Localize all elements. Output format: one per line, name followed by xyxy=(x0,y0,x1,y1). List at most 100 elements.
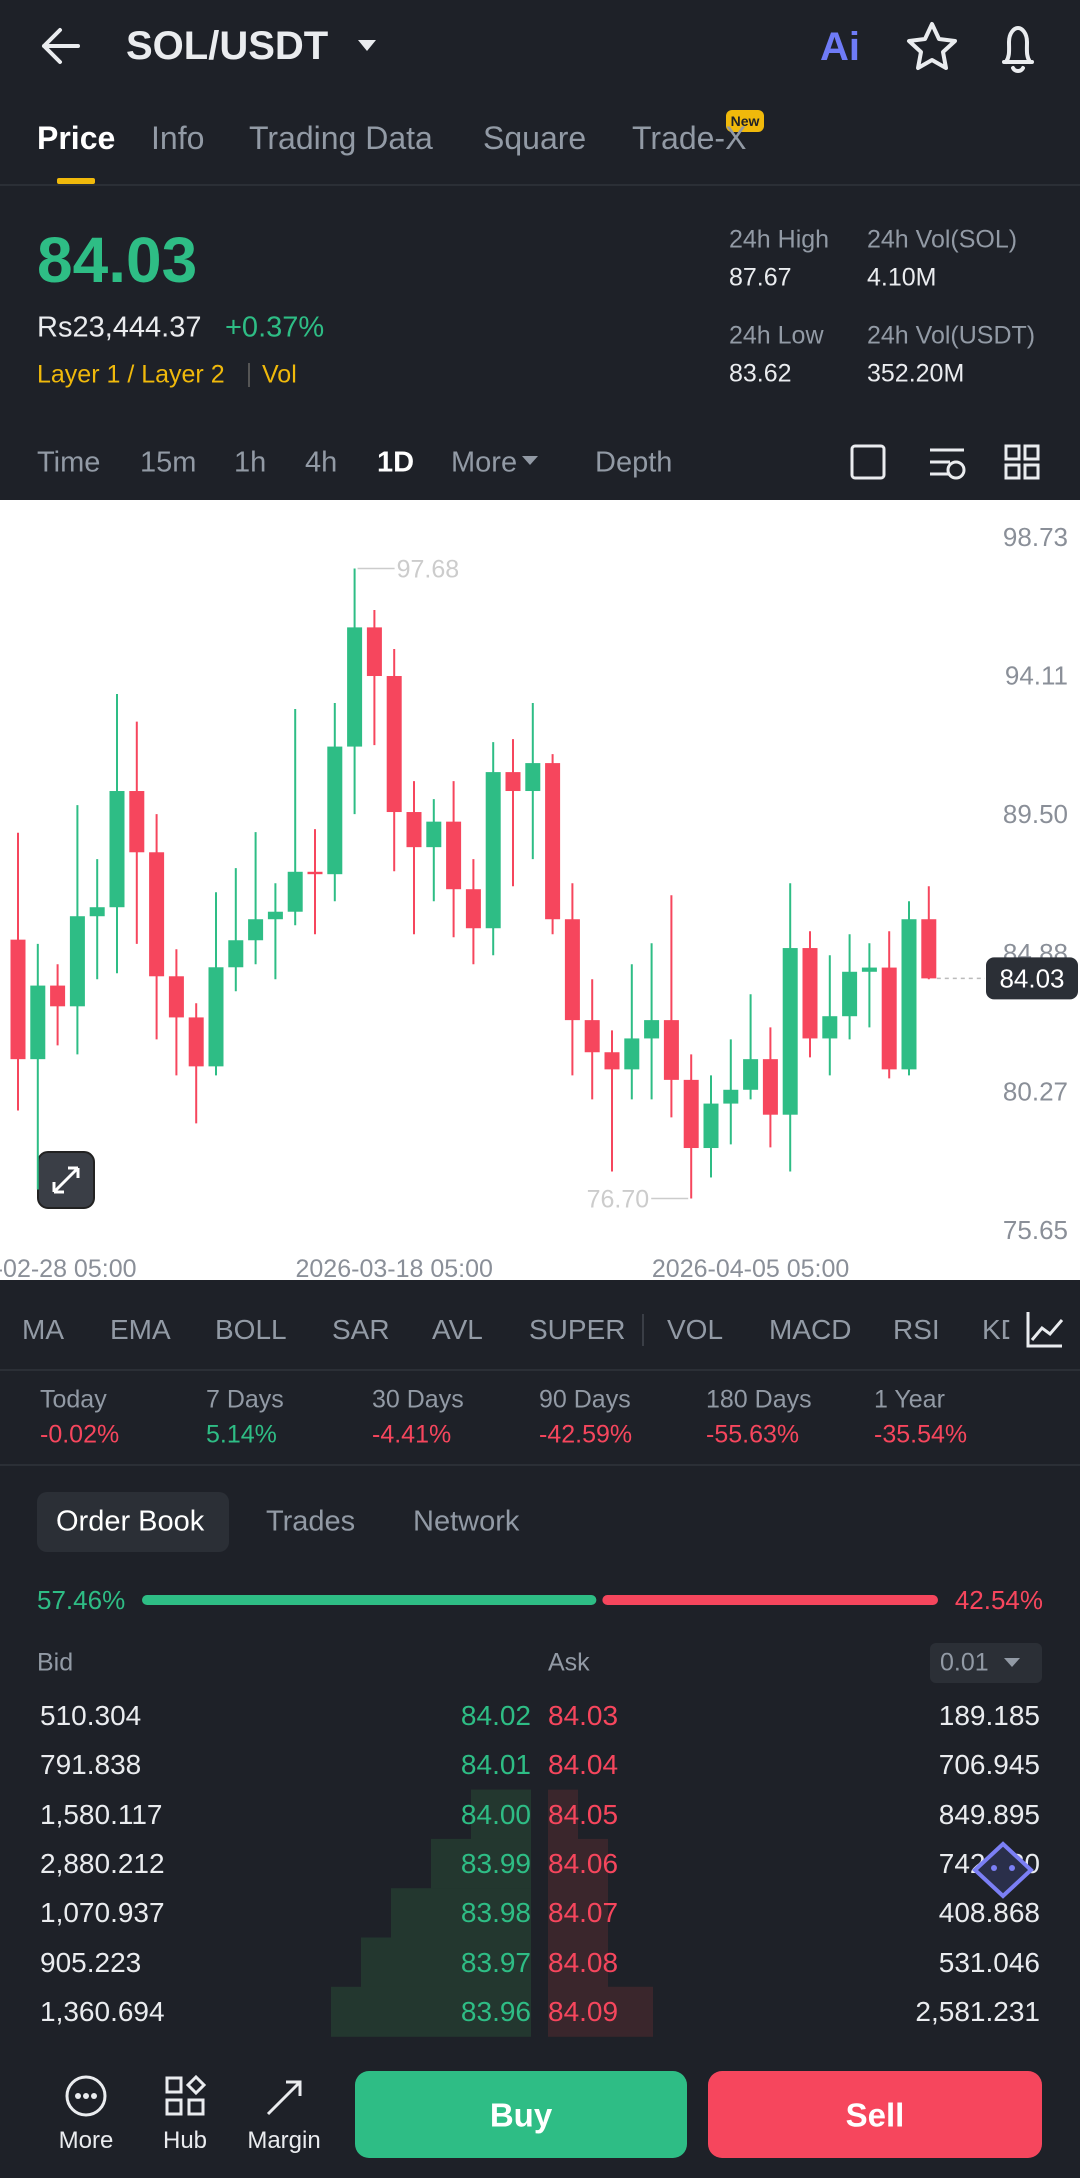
tag[interactable]: Layer 1 / Layer 2 xyxy=(37,360,225,389)
buy-button[interactable] xyxy=(355,2071,687,2158)
ask-depth xyxy=(548,1838,608,1889)
nav-icon[interactable] xyxy=(165,2076,183,2094)
indicator[interactable]: SUPER xyxy=(529,1314,626,1345)
candle-body xyxy=(50,985,66,1007)
timeframe[interactable]: 1D xyxy=(377,446,415,479)
indicator[interactable]: BOLL xyxy=(215,1314,287,1345)
nav-label[interactable]: Hub xyxy=(162,2127,208,2154)
tab[interactable]: Trading Data xyxy=(249,120,433,156)
candle-body xyxy=(624,1038,640,1070)
period-label: 7 Days xyxy=(206,1385,284,1414)
chart-icon[interactable] xyxy=(1026,1312,1064,1348)
tab[interactable]: Info xyxy=(151,120,205,156)
ai-icon[interactable]: Ai xyxy=(820,25,860,69)
indicator[interactable]: KD xyxy=(982,1314,1021,1345)
bid-depth xyxy=(471,1789,531,1840)
candle-body xyxy=(248,919,264,941)
tool-icon[interactable] xyxy=(1023,463,1040,480)
ask-price: 84.09 xyxy=(548,1995,619,2027)
indicator[interactable]: MACD xyxy=(769,1314,852,1345)
tool-icon[interactable] xyxy=(930,448,964,476)
nav-label[interactable]: More xyxy=(58,2127,114,2154)
timeframe[interactable]: Time xyxy=(37,446,101,479)
timeframe[interactable]: 1h xyxy=(234,446,267,479)
ask-qty: 849.895 xyxy=(938,1798,1040,1830)
timeframe[interactable]: More xyxy=(451,446,518,479)
timeframe[interactable]: 15m xyxy=(140,446,197,479)
sell-button[interactable] xyxy=(708,2071,1042,2158)
candle-body xyxy=(604,1052,620,1070)
bid-depth xyxy=(361,1937,531,1988)
badge: New xyxy=(730,113,760,129)
nav-icon[interactable] xyxy=(165,2098,183,2116)
timeframe[interactable]: 4h xyxy=(305,446,338,479)
period-label: 1 Year xyxy=(874,1385,945,1414)
candle-body xyxy=(426,821,442,848)
bid-price: 83.97 xyxy=(460,1946,531,1978)
period-change: -55.63% xyxy=(706,1420,800,1449)
candle-body xyxy=(30,985,46,1060)
bid-price: 83.96 xyxy=(460,1995,531,2027)
book-tab[interactable]: Network xyxy=(413,1505,520,1538)
header-icons xyxy=(42,22,1034,73)
x-tick-label: 2026-04-05 05:00 xyxy=(652,1255,849,1283)
tab[interactable]: Square xyxy=(483,120,587,156)
tool-icon[interactable] xyxy=(1004,444,1021,461)
book-tab[interactable]: Order Book xyxy=(56,1505,205,1538)
bid-price: 83.99 xyxy=(460,1847,531,1879)
precision[interactable]: 0.01 xyxy=(940,1648,989,1677)
candle-body xyxy=(703,1103,719,1149)
price-change: +0.37% xyxy=(225,311,325,344)
nav-label[interactable]: Margin xyxy=(247,2127,321,2154)
nav-icon[interactable] xyxy=(266,2080,302,2116)
tab[interactable]: Price xyxy=(37,120,116,156)
pair-title[interactable]: SOL/USDT xyxy=(126,24,329,68)
stat-value: 4.10M xyxy=(867,263,937,292)
ask-price: 84.06 xyxy=(548,1847,619,1879)
tool-icon[interactable] xyxy=(850,444,886,480)
indicator[interactable]: AVL xyxy=(432,1314,483,1345)
indicator[interactable]: VOL xyxy=(667,1314,724,1345)
x-tick-label: 2026-02-28 05:00 xyxy=(0,1255,136,1283)
bell-icon[interactable] xyxy=(1002,26,1034,73)
precision-box[interactable] xyxy=(930,1643,1042,1683)
ask-price: 84.03 xyxy=(548,1700,619,1731)
period-label: 90 Days xyxy=(539,1385,631,1414)
timeframe[interactable]: Depth xyxy=(595,446,673,479)
tool-icon[interactable] xyxy=(1023,444,1040,461)
last-price: 84.03 xyxy=(37,224,198,296)
ask-depth xyxy=(548,1888,608,1939)
indicator[interactable]: EMA xyxy=(110,1314,171,1345)
back-icon[interactable] xyxy=(42,28,80,64)
candle-body xyxy=(168,976,184,1018)
nav-icon[interactable] xyxy=(187,2098,205,2116)
candle-body xyxy=(802,948,818,1039)
bid-ratio: 57.46% xyxy=(37,1585,126,1615)
ask-price: 84.04 xyxy=(548,1749,619,1781)
indicator[interactable]: RSI xyxy=(893,1314,940,1345)
candle-body xyxy=(188,1017,204,1067)
tool-icon[interactable] xyxy=(1004,463,1021,480)
tool-icon[interactable] xyxy=(946,460,966,480)
indicator[interactable]: MA xyxy=(22,1314,64,1345)
nav-icon[interactable] xyxy=(65,2075,107,2117)
star-icon[interactable] xyxy=(907,22,957,70)
period-change: -4.41% xyxy=(372,1420,452,1449)
indicator[interactable]: SAR xyxy=(332,1314,390,1345)
tab[interactable]: Trade-X xyxy=(632,120,747,156)
candle-body xyxy=(723,1089,739,1104)
sell-label: Sell xyxy=(845,2096,905,2134)
ask-price: 84.05 xyxy=(548,1798,619,1830)
fiat-price: Rs23,444.37 xyxy=(37,311,202,344)
nav-icon[interactable] xyxy=(185,2074,207,2096)
book-tab[interactable]: Trades xyxy=(266,1505,356,1538)
chart-tools xyxy=(850,444,1040,480)
dropdown-icon[interactable] xyxy=(358,40,376,51)
ask-price: 84.08 xyxy=(548,1946,619,1978)
assistant-icon[interactable] xyxy=(972,1841,1034,1899)
bid-qty: 510.304 xyxy=(40,1700,142,1731)
period-change: -42.59% xyxy=(539,1420,633,1449)
precision-caret xyxy=(1004,1658,1020,1667)
tag[interactable]: Vol xyxy=(262,360,297,389)
